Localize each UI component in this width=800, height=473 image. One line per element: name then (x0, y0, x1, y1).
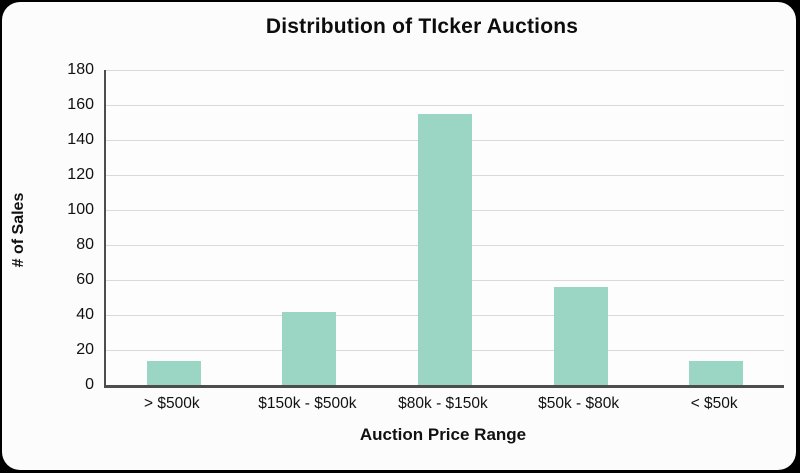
gridline-y-180 (106, 70, 784, 71)
y-axis-title: # of Sales (10, 192, 27, 268)
bar-2 (418, 113, 472, 385)
gridline-y-160 (106, 105, 784, 106)
plot-area (104, 70, 784, 388)
bar-4 (689, 360, 744, 385)
bar-3 (553, 287, 608, 385)
y-tick-label-180: 180 (67, 61, 94, 78)
chart-title: Distribution of TIcker Auctions (265, 15, 579, 38)
x-tick-label-4: < $50k (690, 395, 738, 412)
x-tick-label-3: $50k - $80k (538, 395, 620, 412)
y-tick-label-40: 40 (76, 306, 94, 323)
y-tick-label-80: 80 (76, 236, 94, 253)
y-tick-label-160: 160 (67, 96, 94, 113)
y-tick-label-120: 120 (67, 166, 94, 183)
bar-0 (146, 360, 201, 385)
y-tick-label-60: 60 (76, 271, 94, 288)
x-tick-label-0: > $500k (144, 395, 200, 412)
y-tick-label-0: 0 (85, 376, 94, 393)
x-axis-title: Auction Price Range (359, 425, 527, 444)
x-tick-label-2: $80k - $150k (398, 395, 488, 412)
y-tick-label-100: 100 (67, 201, 94, 218)
bar-1 (282, 311, 337, 385)
x-tick-label-1: $150k - $500k (258, 395, 357, 412)
y-tick-label-20: 20 (76, 341, 94, 358)
y-tick-label-140: 140 (67, 131, 94, 148)
